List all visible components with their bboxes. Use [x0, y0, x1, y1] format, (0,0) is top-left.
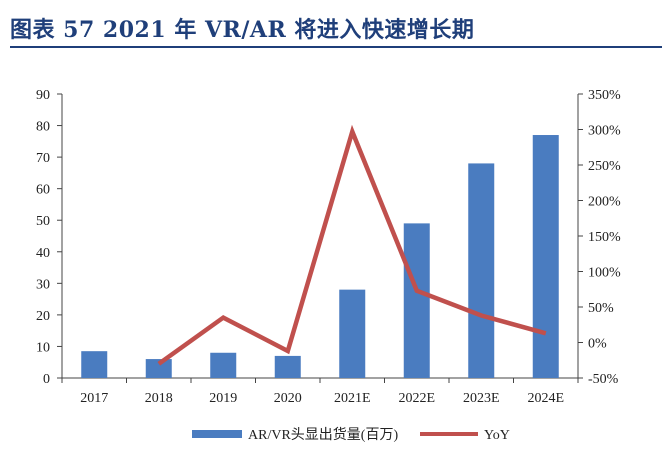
- legend: AR/VR头显出货量(百万) YoY: [192, 426, 510, 443]
- bar: [145, 359, 172, 378]
- y-left-tick-label: 30: [36, 277, 50, 292]
- legend-label-bar: AR/VR头显出货量(百万): [248, 426, 398, 443]
- bar: [403, 223, 430, 378]
- y-right-tick-label: 250%: [588, 159, 621, 174]
- bar: [468, 163, 495, 378]
- y-left-tick-label: 90: [36, 88, 50, 103]
- x-tick-label: 2021E: [334, 391, 371, 406]
- y-left-tick-label: 70: [36, 151, 50, 166]
- bar: [210, 352, 237, 378]
- bar: [274, 355, 301, 378]
- y-left-tick-label: 60: [36, 183, 50, 198]
- legend-label-line: YoY: [484, 428, 510, 443]
- bar: [81, 351, 108, 378]
- y-left-tick-label: 10: [36, 340, 50, 355]
- y-left-tick-label: 80: [36, 120, 50, 135]
- y-left-tick-label: 40: [36, 246, 50, 261]
- y-right-tick-label: 50%: [588, 301, 614, 316]
- title-divider: [10, 46, 662, 48]
- y-right-tick-label: 100%: [588, 266, 621, 281]
- y-right-tick-label: 150%: [588, 230, 621, 245]
- y-right-tick-label: 300%: [588, 124, 621, 139]
- y-left-tick-label: 20: [36, 309, 50, 324]
- x-tick-label: 2018: [145, 391, 173, 406]
- bar: [532, 135, 559, 378]
- bar: [339, 289, 366, 378]
- x-tick-label: 2022E: [398, 391, 435, 406]
- y-right-tick-label: -50%: [588, 372, 619, 387]
- legend-swatch-bar: [192, 430, 242, 438]
- x-tick-label: 2020: [274, 391, 302, 406]
- x-tick-label: 2023E: [463, 391, 500, 406]
- y-left-tick-label: 50: [36, 214, 50, 229]
- x-tick-label: 2017: [80, 391, 108, 406]
- y-right-tick-label: 200%: [588, 195, 621, 210]
- y-right-tick-label: 0%: [588, 337, 607, 352]
- x-tick-label: 2019: [209, 391, 237, 406]
- yoy-line: [157, 124, 547, 366]
- chart-title: 图表 57 2021 年 VR/AR 将进入快速增长期: [10, 17, 475, 43]
- y-right-tick-label: 350%: [588, 88, 621, 103]
- x-tick-label: 2024E: [527, 391, 564, 406]
- y-left-tick-label: 0: [43, 372, 50, 387]
